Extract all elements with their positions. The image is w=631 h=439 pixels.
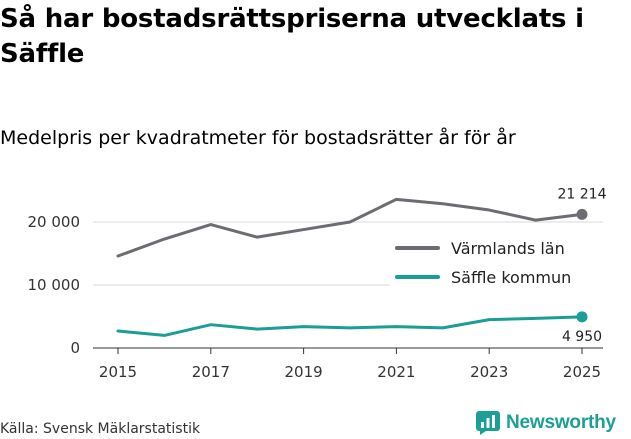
end-marker (576, 208, 588, 220)
data-point (116, 254, 120, 258)
y-tick-label: 0 (70, 339, 80, 357)
chart-subtitle: Medelpris per kvadratmeter för bostadsrä… (0, 127, 516, 149)
data-point (348, 326, 352, 330)
data-point (534, 218, 537, 222)
data-point (163, 237, 166, 241)
data-point (488, 318, 491, 321)
data-point (209, 223, 212, 226)
data-point (163, 334, 166, 337)
x-tick-label: 2021 (377, 363, 415, 381)
data-point (302, 325, 305, 328)
data-point (256, 327, 259, 331)
y-tick-label: 20 000 (28, 213, 81, 231)
data-point (534, 317, 537, 320)
legend-label: Värmlands län (451, 239, 565, 258)
data-point (348, 220, 352, 224)
data-point (395, 325, 398, 328)
x-tick-label: 2023 (470, 363, 508, 381)
data-point (256, 235, 259, 239)
x-tick-label: 2019 (285, 363, 323, 381)
data-point (209, 323, 212, 326)
newsworthy-logo-icon (476, 411, 500, 435)
data-point (441, 326, 444, 330)
brand-name: Newsworthy (506, 412, 616, 433)
chart-title: Så har bostadsrättspriserna utvecklats i… (0, 4, 584, 69)
source-note: Källa: Svensk Mäklarstatistik (0, 421, 201, 437)
end-marker (576, 311, 588, 323)
brand-logo[interactable]: Newsworthy (476, 409, 616, 437)
y-tick-label: 10 000 (28, 276, 81, 294)
end-value-label: 4 950 (562, 329, 602, 345)
data-point (395, 198, 398, 201)
data-point (116, 329, 120, 333)
data-point (488, 208, 491, 212)
data-point (441, 202, 444, 205)
x-tick-label: 2015 (99, 363, 137, 381)
legend-label: Säffle kommun (451, 268, 571, 287)
series-line-saffle (116, 315, 584, 337)
legend-background (390, 230, 603, 292)
data-point (302, 228, 305, 231)
x-tick-label: 2017 (192, 363, 230, 381)
x-tick-label: 2025 (563, 363, 601, 381)
end-value-label: 21 214 (558, 186, 607, 202)
